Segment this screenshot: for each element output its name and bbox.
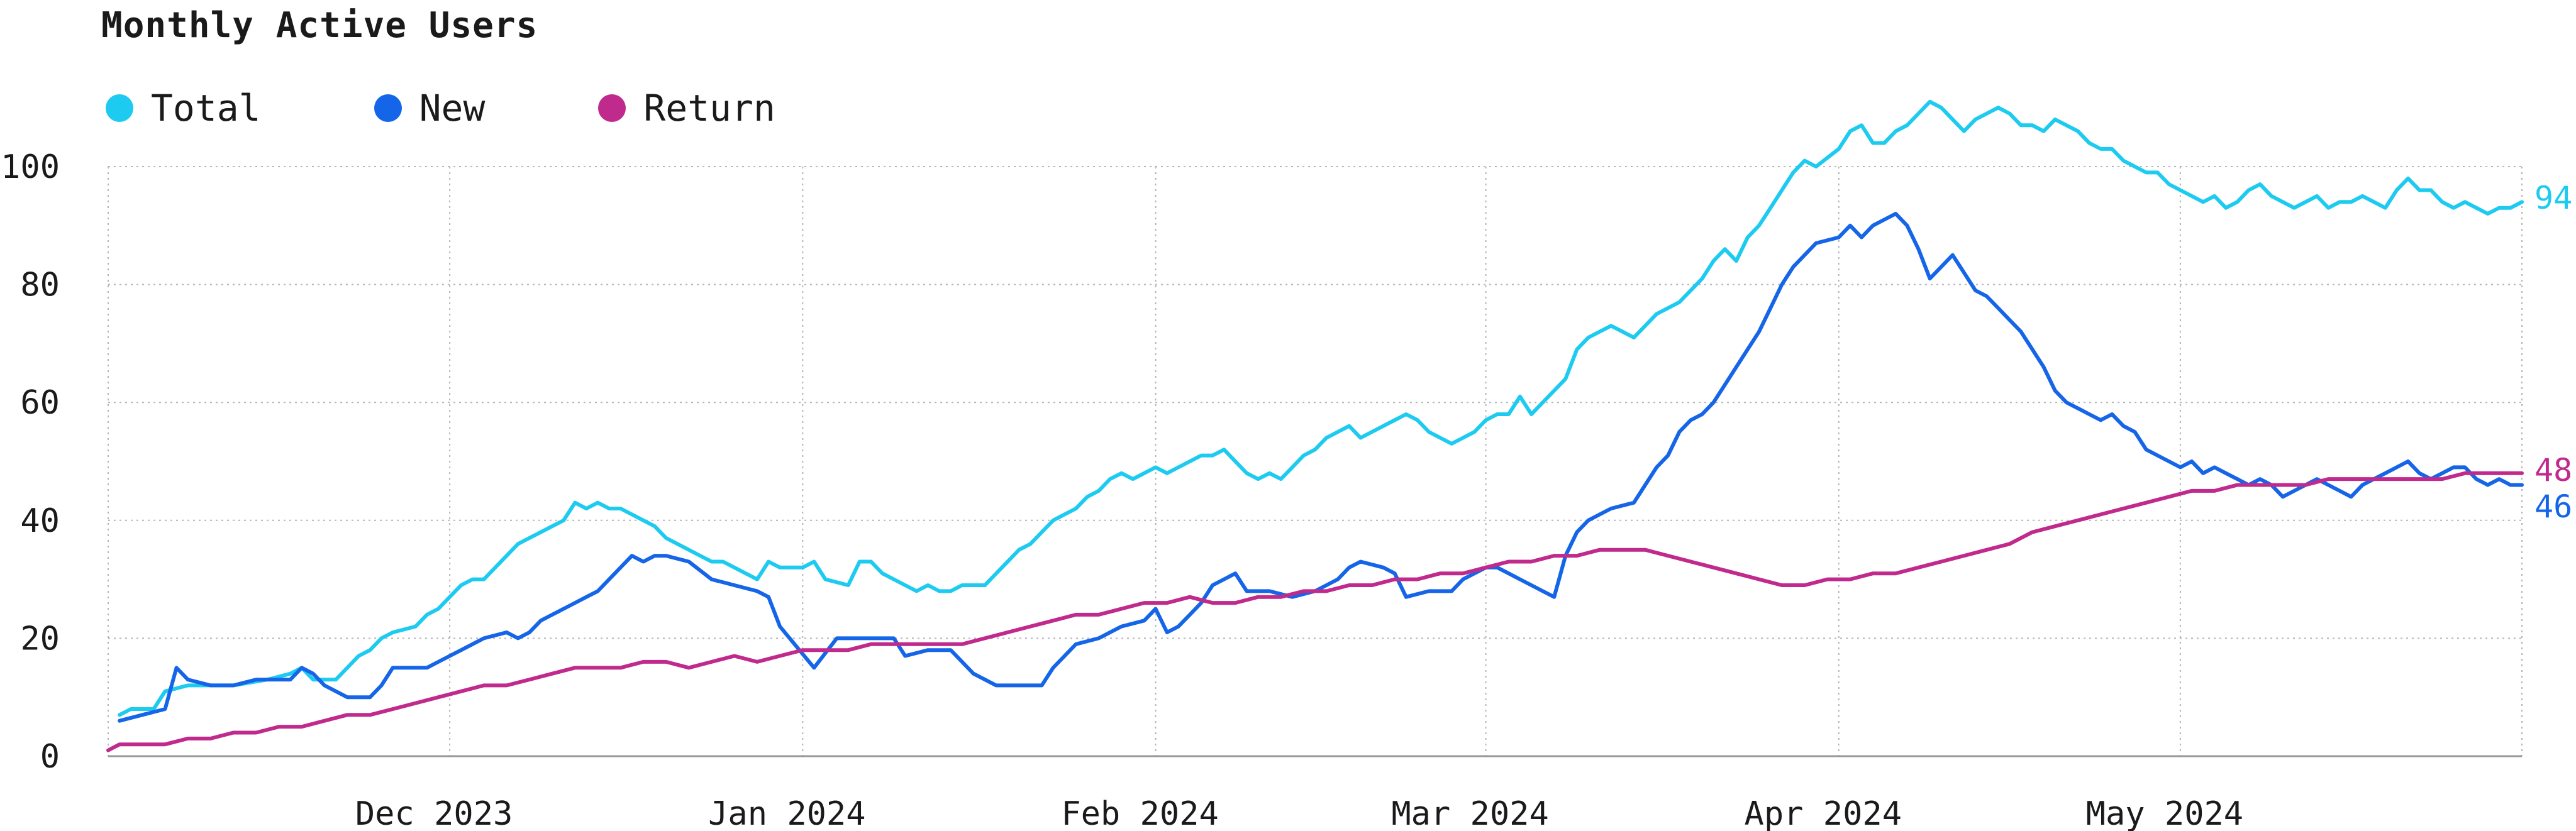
grid (108, 166, 2523, 756)
y-tick-label: 80 (20, 267, 60, 304)
y-tick-label: 40 (20, 502, 60, 540)
legend-item-return[interactable]: Return (598, 87, 775, 129)
series-line-new (118, 212, 2524, 723)
legend-item-new[interactable]: New (374, 87, 486, 129)
series-line-return (106, 471, 2524, 752)
series-lines (106, 99, 2524, 752)
x-tick-label: Feb 2024 (1061, 795, 1218, 831)
end-label-total: 94 (2534, 180, 2572, 216)
legend-dot-total (106, 94, 133, 122)
end-label-new: 46 (2534, 488, 2572, 525)
series-line-total (118, 99, 2524, 717)
legend-dot-return (598, 94, 626, 122)
legend-item-total[interactable]: Total (106, 87, 261, 129)
legend-label-return: Return (643, 87, 775, 129)
legend: Total New Return (106, 87, 889, 129)
y-tick-label: 60 (20, 384, 60, 422)
x-tick-label: May 2024 (2086, 795, 2243, 831)
end-label-return: 48 (2534, 452, 2572, 488)
y-tick-label: 100 (1, 148, 60, 186)
legend-label-new: New (419, 87, 486, 129)
x-tick-label: Apr 2024 (1745, 795, 1902, 831)
y-tick-label: 0 (40, 738, 60, 776)
legend-dot-new (374, 94, 402, 122)
chart-title: Monthly Active Users (101, 5, 538, 46)
x-tick-label: Mar 2024 (1391, 795, 1548, 831)
x-tick-label: Jan 2024 (708, 795, 865, 831)
x-tick-label: Dec 2023 (355, 795, 513, 831)
y-tick-label: 20 (20, 620, 60, 658)
axes: 0 20 40 60 80 100 Dec 2023 Jan 2024 Feb 2024 Mar … (1, 148, 2522, 831)
legend-label-total: Total (151, 87, 261, 129)
